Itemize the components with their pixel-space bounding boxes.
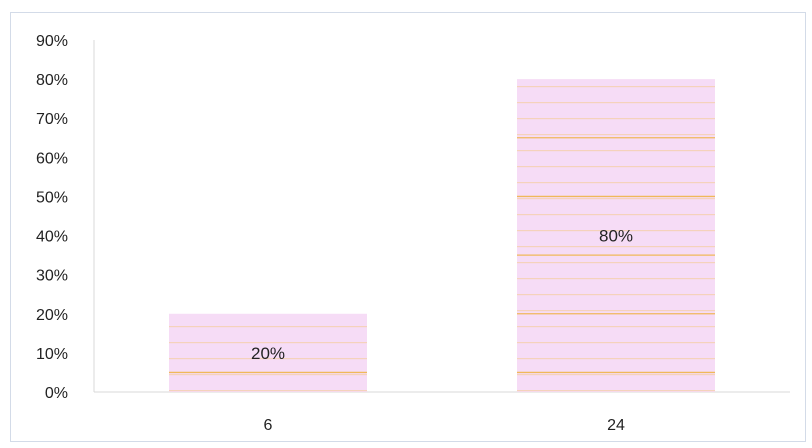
bar [517, 79, 715, 392]
y-tick-label: 90% [36, 33, 68, 50]
y-tick-label: 80% [36, 72, 68, 89]
data-label: 20% [251, 344, 285, 363]
y-tick-label: 60% [36, 150, 68, 167]
y-tick-label: 40% [36, 229, 68, 246]
bar-6 [169, 313, 367, 392]
y-tick-labels: 0% 10% 20% 30% 40% 50% 60% 70% 80% 90% [36, 33, 68, 402]
bar-24 [517, 79, 715, 392]
y-tick-label: 10% [36, 346, 68, 363]
data-labels: 20% 80% [251, 227, 633, 363]
x-tick-labels: 6 24 [264, 417, 625, 434]
y-tick-label: 0% [45, 385, 68, 402]
bars [169, 79, 715, 392]
bar [169, 313, 367, 392]
y-tick-label: 70% [36, 111, 68, 128]
data-label: 80% [599, 227, 633, 246]
x-tick-label: 6 [264, 417, 273, 434]
y-tick-label: 50% [36, 189, 68, 206]
y-tick-label: 30% [36, 268, 68, 285]
y-tick-label: 20% [36, 307, 68, 324]
x-tick-label: 24 [607, 417, 625, 434]
